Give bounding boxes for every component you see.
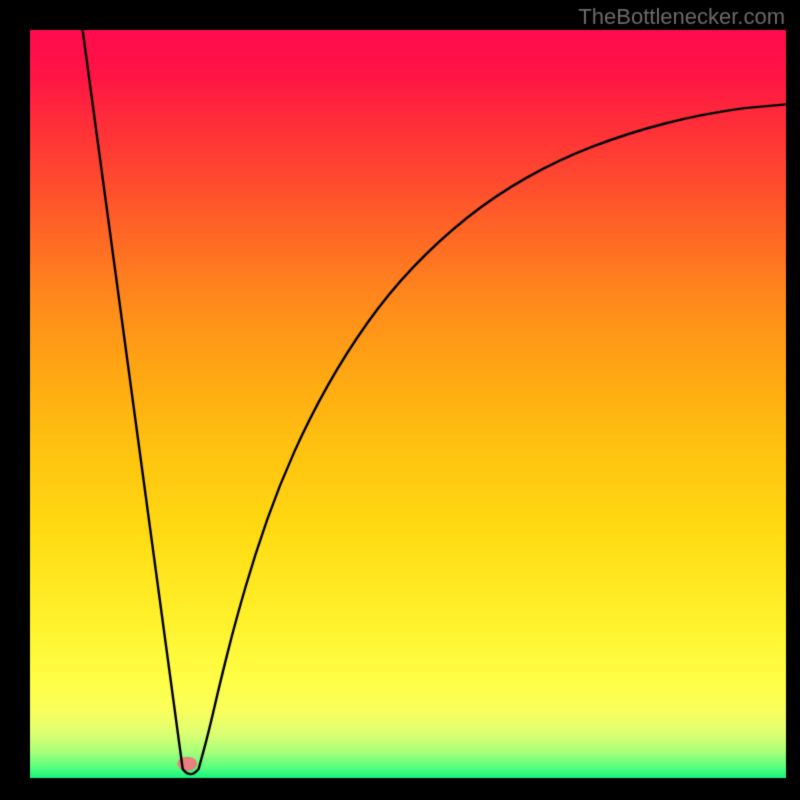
bottleneck-chart	[0, 0, 800, 800]
